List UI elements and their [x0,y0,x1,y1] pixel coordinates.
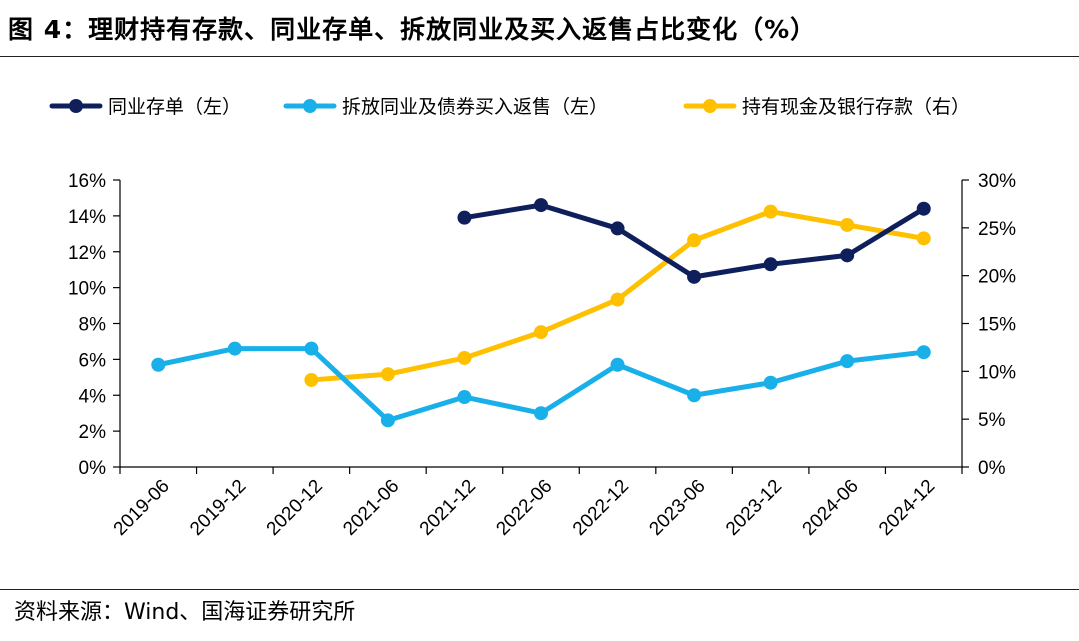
right-axis-tick-label: 0% [978,458,1006,479]
left-axis-tick-label: 4% [79,386,107,407]
series-1 [151,341,931,428]
data-point [687,388,702,403]
data-point [916,201,931,216]
data-point [380,413,395,428]
legend-swatch-marker [303,99,317,113]
left-axis-tick-label: 16% [68,171,106,192]
left-axis-tick-label: 0% [79,458,107,479]
data-point [610,292,625,307]
x-axis-tick-label: 2020-12 [263,476,327,540]
data-point [916,345,931,360]
x-axis-tick-label: 2023-12 [722,476,786,540]
data-point [687,269,702,284]
legend-item: 持有现金及银行存款（右） [683,96,970,118]
x-axis-tick-label: 2021-06 [339,476,403,540]
data-point [763,375,778,390]
left-axis-tick-label: 10% [68,279,106,300]
data-point [227,341,242,356]
data-point [610,221,625,236]
data-point [840,217,855,232]
right-axis-tick-label: 10% [978,362,1016,383]
legend-label: 同业存单（左） [108,96,241,118]
data-point [763,204,778,219]
right-axis-tick-label: 5% [978,410,1006,431]
source-note: 资料来源：Wind、国海证券研究所 [14,600,356,625]
series-2 [304,204,931,387]
data-point [457,390,472,405]
data-point [380,367,395,382]
data-point [534,406,548,421]
figure-title: 图 4：理财持有存款、同业存单、拆放同业及买入返售占比变化（%） [8,15,817,44]
x-axis-tick-label: 2024-12 [875,476,939,540]
right-axis-tick-label: 30% [978,171,1016,192]
legend-item: 拆放同业及债券买入返售（左） [283,96,608,118]
left-axis-tick-label: 6% [79,350,107,371]
chart-legend: 同业存单（左） 拆放同业及债券买入返售（左） 持有现金及银行存款（右） [49,96,970,118]
right-axis-tick-label: 20% [978,267,1016,288]
data-point [151,357,166,372]
data-point [534,325,548,340]
series-0 [457,198,931,284]
left-axis-tick-label: 2% [79,422,107,443]
x-axis-tick-label: 2022-12 [569,476,633,540]
x-axis-tick-label: 2023-06 [645,476,709,540]
left-axis-tick-label: 8% [79,315,107,336]
legend-item: 同业存单（左） [49,96,241,118]
data-point [840,248,855,263]
legend-swatch-marker [69,99,83,113]
left-axis-tick-label: 14% [68,207,106,228]
x-axis-tick-label: 2019-12 [186,476,250,540]
left-axis-tick-label: 12% [68,243,106,264]
data-point [916,231,931,246]
data-point [840,354,855,369]
legend-label: 持有现金及银行存款（右） [742,96,970,118]
x-axis-tick-label: 2019-06 [110,476,174,540]
chart-series [151,198,931,428]
data-point [457,210,472,225]
legend-label: 拆放同业及债券买入返售（左） [342,96,608,118]
x-axis-tick-label: 2024-06 [799,476,863,540]
data-point [610,357,625,372]
data-point [687,233,702,248]
x-axis-tick-label: 2022-06 [492,476,556,540]
data-point [304,341,319,356]
footer-divider [0,589,1079,590]
right-axis-tick-label: 25% [978,219,1016,240]
title-divider [0,56,1079,57]
data-point [457,350,472,365]
x-axis-tick-label: 2021-12 [416,476,480,540]
data-point [304,372,319,387]
data-point [534,198,548,213]
right-axis-tick-label: 15% [978,315,1016,336]
legend-swatch-marker [703,99,717,113]
data-point [763,257,778,272]
